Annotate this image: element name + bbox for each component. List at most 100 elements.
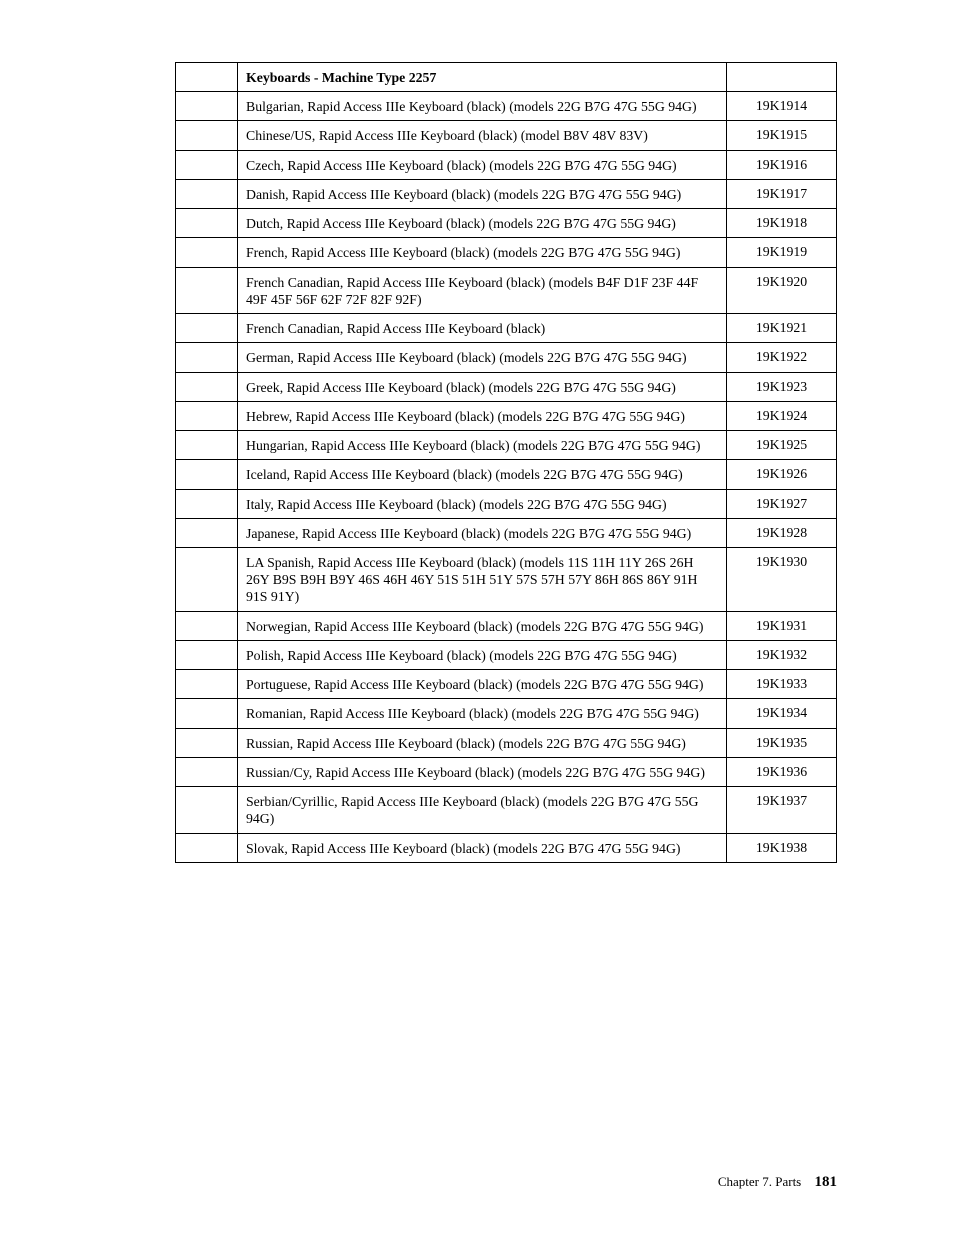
table-row: Russian/Cy, Rapid Access IIIe Keyboard (… bbox=[176, 757, 837, 786]
table-row: Romanian, Rapid Access IIIe Keyboard (bl… bbox=[176, 699, 837, 728]
row-spacer bbox=[176, 343, 238, 372]
row-part-number: 19K1922 bbox=[727, 343, 837, 372]
row-part-number: 19K1931 bbox=[727, 611, 837, 640]
row-part-number: 19K1936 bbox=[727, 757, 837, 786]
table-row: Iceland, Rapid Access IIIe Keyboard (bla… bbox=[176, 460, 837, 489]
row-spacer bbox=[176, 431, 238, 460]
row-spacer bbox=[176, 611, 238, 640]
table-header-row: Keyboards - Machine Type 2257 bbox=[176, 63, 837, 92]
row-spacer bbox=[176, 787, 238, 833]
header-title: Keyboards - Machine Type 2257 bbox=[238, 63, 727, 92]
row-description: Romanian, Rapid Access IIIe Keyboard (bl… bbox=[238, 699, 727, 728]
row-part-number: 19K1934 bbox=[727, 699, 837, 728]
row-part-number: 19K1930 bbox=[727, 547, 837, 611]
row-part-number: 19K1937 bbox=[727, 787, 837, 833]
row-part-number: 19K1927 bbox=[727, 489, 837, 518]
row-description: German, Rapid Access IIIe Keyboard (blac… bbox=[238, 343, 727, 372]
table-row: Greek, Rapid Access IIIe Keyboard (black… bbox=[176, 372, 837, 401]
table-row: Polish, Rapid Access IIIe Keyboard (blac… bbox=[176, 640, 837, 669]
row-description: Portuguese, Rapid Access IIIe Keyboard (… bbox=[238, 670, 727, 699]
row-spacer bbox=[176, 121, 238, 150]
table-row: Czech, Rapid Access IIIe Keyboard (black… bbox=[176, 150, 837, 179]
row-description: Serbian/Cyrillic, Rapid Access IIIe Keyb… bbox=[238, 787, 727, 833]
table-row: Hungarian, Rapid Access IIIe Keyboard (b… bbox=[176, 431, 837, 460]
row-spacer bbox=[176, 670, 238, 699]
table-row: Japanese, Rapid Access IIIe Keyboard (bl… bbox=[176, 518, 837, 547]
row-part-number: 19K1921 bbox=[727, 314, 837, 343]
table-row: French Canadian, Rapid Access IIIe Keybo… bbox=[176, 314, 837, 343]
row-spacer bbox=[176, 179, 238, 208]
row-spacer bbox=[176, 460, 238, 489]
parts-table: Keyboards - Machine Type 2257 Bulgarian,… bbox=[175, 62, 837, 863]
row-description: Danish, Rapid Access IIIe Keyboard (blac… bbox=[238, 179, 727, 208]
table-row: Danish, Rapid Access IIIe Keyboard (blac… bbox=[176, 179, 837, 208]
table-row: LA Spanish, Rapid Access IIIe Keyboard (… bbox=[176, 547, 837, 611]
row-spacer bbox=[176, 209, 238, 238]
row-spacer bbox=[176, 728, 238, 757]
row-part-number: 19K1926 bbox=[727, 460, 837, 489]
table-row: French Canadian, Rapid Access IIIe Keybo… bbox=[176, 267, 837, 313]
row-description: French Canadian, Rapid Access IIIe Keybo… bbox=[238, 267, 727, 313]
row-part-number: 19K1928 bbox=[727, 518, 837, 547]
row-description: Japanese, Rapid Access IIIe Keyboard (bl… bbox=[238, 518, 727, 547]
row-description: Polish, Rapid Access IIIe Keyboard (blac… bbox=[238, 640, 727, 669]
row-description: LA Spanish, Rapid Access IIIe Keyboard (… bbox=[238, 547, 727, 611]
footer-chapter: Chapter 7. Parts bbox=[718, 1174, 801, 1189]
row-description: French Canadian, Rapid Access IIIe Keybo… bbox=[238, 314, 727, 343]
row-spacer bbox=[176, 238, 238, 267]
row-part-number: 19K1914 bbox=[727, 92, 837, 121]
row-part-number: 19K1918 bbox=[727, 209, 837, 238]
row-spacer bbox=[176, 401, 238, 430]
row-description: Hungarian, Rapid Access IIIe Keyboard (b… bbox=[238, 431, 727, 460]
row-spacer bbox=[176, 92, 238, 121]
table-row: Serbian/Cyrillic, Rapid Access IIIe Keyb… bbox=[176, 787, 837, 833]
row-spacer bbox=[176, 640, 238, 669]
row-description: Slovak, Rapid Access IIIe Keyboard (blac… bbox=[238, 833, 727, 862]
footer-page-number: 181 bbox=[815, 1174, 838, 1190]
row-spacer bbox=[176, 547, 238, 611]
row-description: Hebrew, Rapid Access IIIe Keyboard (blac… bbox=[238, 401, 727, 430]
row-part-number: 19K1923 bbox=[727, 372, 837, 401]
table-row: French, Rapid Access IIIe Keyboard (blac… bbox=[176, 238, 837, 267]
row-description: Czech, Rapid Access IIIe Keyboard (black… bbox=[238, 150, 727, 179]
table-row: German, Rapid Access IIIe Keyboard (blac… bbox=[176, 343, 837, 372]
row-description: Russian/Cy, Rapid Access IIIe Keyboard (… bbox=[238, 757, 727, 786]
row-part-number: 19K1932 bbox=[727, 640, 837, 669]
row-description: Dutch, Rapid Access IIIe Keyboard (black… bbox=[238, 209, 727, 238]
row-part-number: 19K1925 bbox=[727, 431, 837, 460]
row-part-number: 19K1924 bbox=[727, 401, 837, 430]
page: Keyboards - Machine Type 2257 Bulgarian,… bbox=[0, 0, 954, 1235]
row-spacer bbox=[176, 150, 238, 179]
row-part-number: 19K1916 bbox=[727, 150, 837, 179]
row-part-number: 19K1917 bbox=[727, 179, 837, 208]
row-description: Italy, Rapid Access IIIe Keyboard (black… bbox=[238, 489, 727, 518]
row-spacer bbox=[176, 267, 238, 313]
row-spacer bbox=[176, 372, 238, 401]
header-part-spacer bbox=[727, 63, 837, 92]
table-row: Russian, Rapid Access IIIe Keyboard (bla… bbox=[176, 728, 837, 757]
row-description: Russian, Rapid Access IIIe Keyboard (bla… bbox=[238, 728, 727, 757]
table-row: Slovak, Rapid Access IIIe Keyboard (blac… bbox=[176, 833, 837, 862]
row-description: Norwegian, Rapid Access IIIe Keyboard (b… bbox=[238, 611, 727, 640]
table-body: Keyboards - Machine Type 2257 Bulgarian,… bbox=[176, 63, 837, 863]
row-description: Iceland, Rapid Access IIIe Keyboard (bla… bbox=[238, 460, 727, 489]
row-part-number: 19K1938 bbox=[727, 833, 837, 862]
row-part-number: 19K1919 bbox=[727, 238, 837, 267]
row-description: French, Rapid Access IIIe Keyboard (blac… bbox=[238, 238, 727, 267]
table-row: Italy, Rapid Access IIIe Keyboard (black… bbox=[176, 489, 837, 518]
row-description: Greek, Rapid Access IIIe Keyboard (black… bbox=[238, 372, 727, 401]
row-spacer bbox=[176, 314, 238, 343]
table-row: Bulgarian, Rapid Access IIIe Keyboard (b… bbox=[176, 92, 837, 121]
table-row: Hebrew, Rapid Access IIIe Keyboard (blac… bbox=[176, 401, 837, 430]
row-spacer bbox=[176, 699, 238, 728]
row-part-number: 19K1933 bbox=[727, 670, 837, 699]
header-spacer bbox=[176, 63, 238, 92]
row-part-number: 19K1915 bbox=[727, 121, 837, 150]
row-description: Chinese/US, Rapid Access IIIe Keyboard (… bbox=[238, 121, 727, 150]
row-spacer bbox=[176, 833, 238, 862]
table-row: Portuguese, Rapid Access IIIe Keyboard (… bbox=[176, 670, 837, 699]
row-spacer bbox=[176, 518, 238, 547]
row-part-number: 19K1920 bbox=[727, 267, 837, 313]
row-spacer bbox=[176, 757, 238, 786]
page-footer: Chapter 7. Parts 181 bbox=[718, 1174, 837, 1191]
